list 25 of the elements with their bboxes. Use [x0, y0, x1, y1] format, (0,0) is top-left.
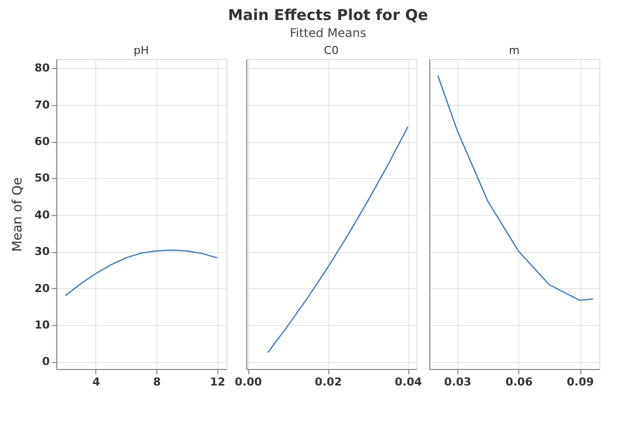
- x-tick-label: 0.06: [505, 376, 533, 388]
- y-tick-label: 80: [34, 62, 50, 75]
- y-tick-label: 40: [34, 208, 50, 222]
- y-axis-title: Mean of Qe: [10, 177, 26, 252]
- y-tick-label: 10: [34, 318, 50, 332]
- x-tick-label: 0.03: [444, 376, 472, 388]
- line-series: [64, 250, 218, 296]
- x-tick-label: 0.02: [314, 376, 342, 388]
- x-tick-label: 0.09: [566, 376, 594, 388]
- y-tick-label: 70: [34, 98, 50, 112]
- x-tick-label: 0.00: [234, 376, 262, 388]
- x-axis-title: m: [508, 44, 520, 57]
- y-tick-label: 50: [34, 172, 50, 185]
- x-tick-label: 8: [153, 376, 161, 388]
- x-axis-title: C0: [324, 44, 339, 57]
- y-tick-label: 0: [42, 355, 50, 368]
- text: Fitted Means: [290, 26, 366, 40]
- y-tick-label: 30: [34, 245, 50, 258]
- y-tick-label: 60: [34, 135, 50, 148]
- x-tick-label: 12: [210, 376, 226, 388]
- x-tick-label: 4: [92, 376, 100, 388]
- x-axis-title: pH: [134, 44, 149, 57]
- y-tick-label: 20: [34, 282, 50, 295]
- x-tick-label: 0.04: [394, 376, 422, 388]
- text: Main Effects Plot for Qe: [228, 6, 428, 24]
